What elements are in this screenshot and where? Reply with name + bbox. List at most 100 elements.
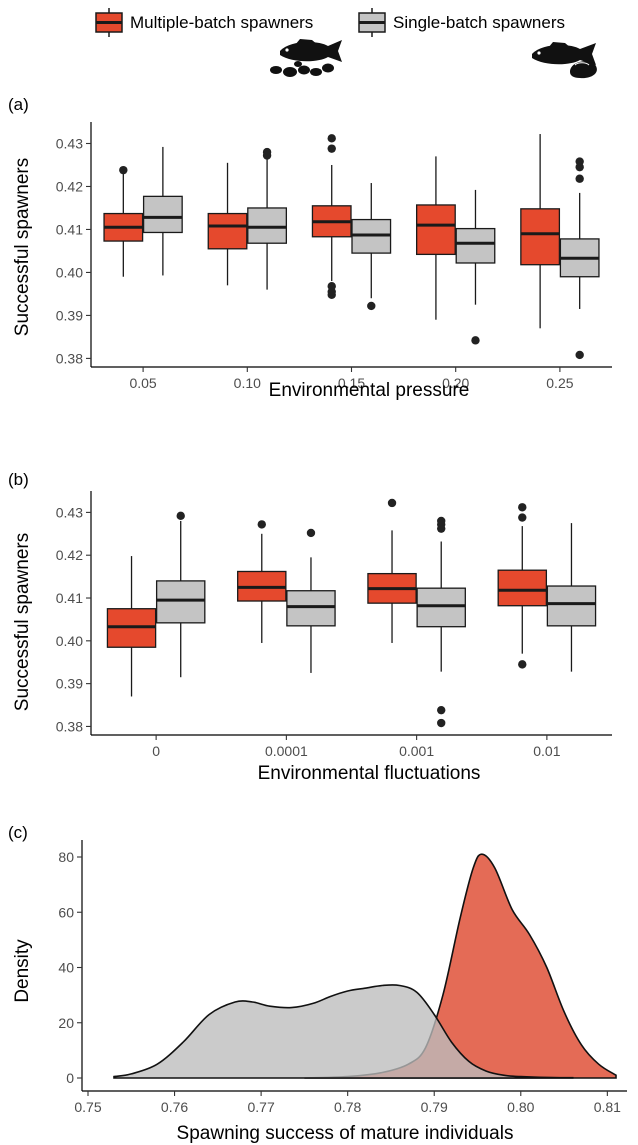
y-tick-label: 0.40 xyxy=(56,264,83,280)
box-multiple-0.15 xyxy=(311,134,352,299)
panel-a-plot-area: 0.38 0.39 0.40 0.41 0.42 0.43 0.05 0.10 0.15 0.20… xyxy=(56,122,612,391)
box-multiple-0.0001 xyxy=(237,520,287,643)
legend: Multiple-batch spawners Single-batch spa… xyxy=(95,8,565,37)
box-body xyxy=(546,585,597,627)
outlier-point xyxy=(367,301,376,311)
x-tick-label: 0.81 xyxy=(594,1099,621,1115)
outlier-point xyxy=(119,165,128,175)
x-tick-label: 0.25 xyxy=(546,375,573,391)
panel-a-x-axis-title: Environmental pressure xyxy=(269,380,470,401)
x-tick-label: 0.05 xyxy=(129,375,156,391)
box-single-0.10 xyxy=(247,147,288,290)
box-single-0 xyxy=(155,511,206,678)
x-tick-label: 0.80 xyxy=(507,1099,534,1115)
box-body xyxy=(415,204,456,256)
x-tick-label: 0.75 xyxy=(74,1099,101,1115)
outlier-point xyxy=(176,511,185,521)
panel-c-label: (c) xyxy=(8,823,28,842)
box-body xyxy=(155,580,206,624)
box-body xyxy=(497,569,548,607)
box-body xyxy=(455,227,496,264)
panel-c-plot-area: 0 20 40 60 80 0.75 0.76 0.77 0.78 0.79 0.80 0.81 xyxy=(58,840,627,1115)
outlier-point xyxy=(257,520,266,529)
box-single-0.20 xyxy=(455,189,496,345)
outlier-point xyxy=(575,350,584,360)
outlier-point xyxy=(437,705,446,715)
x-tick-label: 0.76 xyxy=(161,1099,188,1115)
outlier-point xyxy=(518,660,527,669)
box-body xyxy=(142,195,183,234)
outlier-point xyxy=(306,528,316,538)
box-single-0.25 xyxy=(559,157,600,360)
box-single-0.0001 xyxy=(286,528,336,673)
box-single-0.01 xyxy=(546,523,597,672)
y-tick-label: 0.42 xyxy=(56,547,83,563)
legend-label-multiple: Multiple-batch spawners xyxy=(130,13,313,32)
box-body xyxy=(207,212,248,250)
y-tick-label: 40 xyxy=(58,960,74,976)
x-tick-label: 0.20 xyxy=(442,375,469,391)
x-tick-label: 0.15 xyxy=(338,375,365,391)
y-tick-label: 0.43 xyxy=(56,135,83,151)
box-multiple-0.05 xyxy=(103,165,144,277)
outlier-point xyxy=(575,174,584,183)
panel-b: (b) 0.38 0.39 0.40 0.41 0.42 0.43 0 0.0001 0.001… xyxy=(8,470,612,784)
x-tick-label: 0.78 xyxy=(334,1099,361,1115)
outlier-point xyxy=(387,498,397,508)
outlier-point xyxy=(437,718,446,728)
x-tick-label: 0.10 xyxy=(234,375,261,391)
panel-c-y-axis-title: Density xyxy=(12,939,33,1003)
box-multiple-0.001 xyxy=(367,498,417,643)
panel-a-label: (a) xyxy=(8,95,29,114)
box-body xyxy=(247,207,288,244)
legend-label-single: Single-batch spawners xyxy=(393,13,565,32)
outlier-point xyxy=(327,144,336,153)
x-tick-label: 0.001 xyxy=(399,743,434,759)
box-single-0.15 xyxy=(351,183,392,311)
y-tick-label: 80 xyxy=(58,849,74,865)
fish-multiple-batch-icon xyxy=(270,39,342,77)
panel-b-plot-area: 0.38 0.39 0.40 0.41 0.42 0.43 0 0.0001 0.001 0.01 xyxy=(56,491,612,759)
density-single-batch xyxy=(113,984,574,1079)
panel-b-label: (b) xyxy=(8,470,29,489)
y-tick-label: 0.41 xyxy=(56,590,83,606)
panel-b-x-axis-title: Environmental fluctuations xyxy=(258,763,481,784)
panel-a: (a) 0.38 0.39 0.40 0.41 0.42 0.43 0.05 0.10 0.15… xyxy=(8,95,612,401)
y-tick-label: 0.42 xyxy=(56,178,83,194)
outlier-point xyxy=(471,336,480,345)
y-tick-label: 0.43 xyxy=(56,504,83,520)
outlier-point xyxy=(518,503,527,512)
outlier-point xyxy=(327,134,336,143)
y-tick-label: 0.39 xyxy=(56,676,83,692)
box-single-0.05 xyxy=(142,146,183,276)
box-multiple-0.01 xyxy=(497,503,548,669)
y-tick-label: 0.40 xyxy=(56,633,83,649)
y-tick-label: 0.38 xyxy=(56,718,83,734)
x-tick-label: 0.77 xyxy=(247,1099,274,1115)
outlier-point xyxy=(518,513,527,522)
x-tick-label: 0.79 xyxy=(421,1099,448,1115)
outlier-point xyxy=(262,151,272,160)
x-tick-label: 0.01 xyxy=(533,743,560,759)
y-tick-label: 60 xyxy=(58,904,74,920)
box-multiple-0.20 xyxy=(415,156,456,320)
box-multiple-0 xyxy=(106,556,157,697)
y-tick-label: 0 xyxy=(66,1070,74,1086)
panel-c: (c) 0 20 40 60 80 0.75 0.76 0.77 0.78 0.79 0.80 0.8… xyxy=(8,823,627,1144)
box-body xyxy=(286,590,336,627)
y-tick-label: 0.38 xyxy=(56,350,83,366)
box-body xyxy=(416,587,466,628)
x-tick-label: 0 xyxy=(152,743,160,759)
box-multiple-0.10 xyxy=(207,162,248,286)
outlier-point xyxy=(327,290,336,299)
box-single-0.001 xyxy=(416,516,466,728)
box-body xyxy=(520,208,561,266)
legend-key-single xyxy=(358,8,386,37)
box-multiple-0.25 xyxy=(520,134,561,329)
x-tick-label: 0.0001 xyxy=(265,743,308,759)
panel-b-y-axis-title: Successful spawners xyxy=(12,533,33,711)
y-tick-label: 0.41 xyxy=(56,221,83,237)
fish-single-batch-icon xyxy=(532,42,597,79)
outlier-point xyxy=(437,524,446,533)
